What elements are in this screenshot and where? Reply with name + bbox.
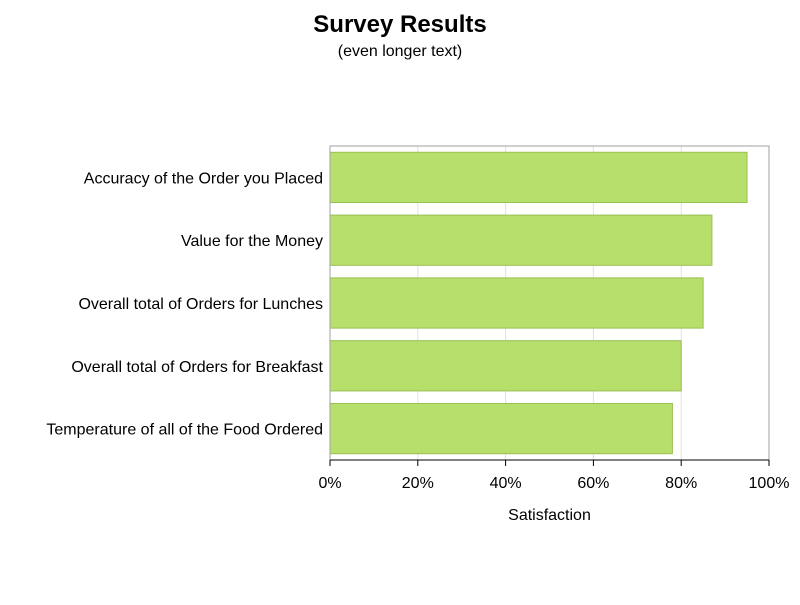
bar: [329, 402, 673, 455]
category-label: Overall total of Orders for Breakfast: [71, 359, 323, 376]
x-tick-label: 0%: [318, 475, 341, 492]
bar: [329, 214, 713, 266]
x-tick-label: 20%: [402, 475, 434, 492]
category-label: Temperature of all of the Food Ordered: [46, 422, 323, 439]
x-axis-label: Satisfaction: [508, 507, 591, 524]
x-tick-label: 40%: [490, 475, 522, 492]
bar: [329, 277, 704, 329]
bar: [329, 340, 682, 392]
chart-title: Survey Results: [313, 11, 486, 38]
bar: [329, 151, 748, 204]
category-labels: Accuracy of the Order you Placed Value fo…: [46, 170, 323, 438]
category-label: Value for the Money: [181, 233, 323, 250]
x-axis: 0% 20% 40% 60% 80% 100%: [318, 459, 790, 492]
x-tick-label: 60%: [577, 475, 609, 492]
chart-subtitle: (even longer text): [338, 43, 463, 60]
category-label: Overall total of Orders for Lunches: [78, 296, 323, 313]
bars: [329, 151, 748, 455]
x-tick-label: 100%: [749, 475, 790, 492]
x-tick-label: 80%: [665, 475, 697, 492]
category-label: Accuracy of the Order you Placed: [84, 170, 323, 187]
